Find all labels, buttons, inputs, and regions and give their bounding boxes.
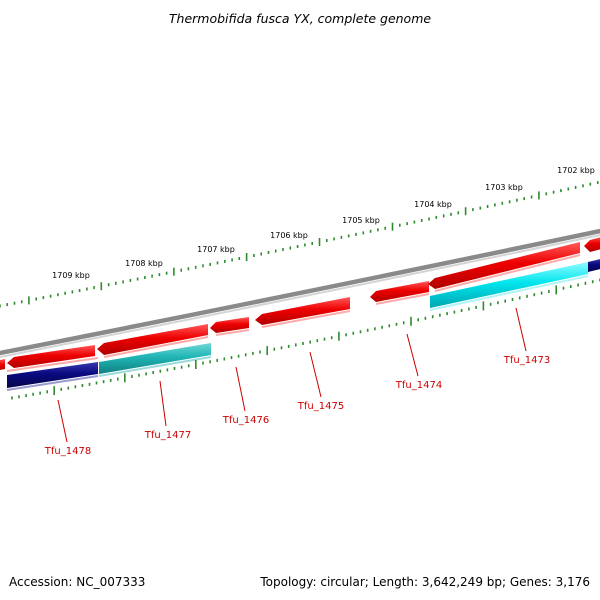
gene-label[interactable]: Tfu_1475 [297,401,344,412]
outer-scale-ticks [0,181,599,308]
topology-text: Topology: circular; Length: 3,642,249 bp… [259,575,590,589]
leader-line [406,333,419,377]
gene-shadow-line [98,356,212,377]
gene-label[interactable]: Tfu_1477 [144,430,191,441]
gene-arrow-forward[interactable] [370,281,429,302]
leader-line [159,380,167,427]
genome-backbone [0,228,600,356]
kbp-label: 1702 kbp [557,166,595,175]
gene-arrow-reverse-dark[interactable] [588,258,600,272]
gene-shadow-line [6,375,99,391]
gene-shadow-line [103,336,209,358]
kbp-label: 1703 kbp [485,183,523,192]
gene-label[interactable]: Tfu_1474 [395,380,442,391]
leader-line [515,307,527,352]
reverse-strand-genes [6,254,600,391]
kbp-label: 1709 kbp [52,271,90,280]
gene-label-leaders [57,307,527,443]
gene-label[interactable]: Tfu_1476 [222,415,269,426]
forward-strand-genes [0,236,600,371]
gene-arrow-reverse-dark[interactable] [7,362,98,388]
gene-arrow-forward[interactable] [255,297,350,325]
gene-labels: Tfu_1478 Tfu_1477 Tfu_1476 Tfu_1475 Tfu_… [44,355,550,457]
map-title: Thermobifida fusca YX, complete genome [169,11,431,26]
gene-shadow-line [429,275,589,311]
kbp-label: 1705 kbp [342,216,380,225]
kbp-label: 1707 kbp [197,245,235,254]
gene-arrow-forward[interactable] [584,236,600,252]
kbp-label: 1708 kbp [125,259,163,268]
gene-shadow-line [434,254,581,292]
accession-text: Accession: NC_007333 [9,575,145,589]
leader-line [309,351,322,398]
gene-arrow-forward[interactable] [428,242,580,289]
genome-backbone-shadow [0,234,600,359]
gene-arrow-reverse[interactable] [99,343,211,374]
inner-scale-ticks [11,278,600,400]
gene-arrow-reverse[interactable] [430,262,588,308]
gene-shadow-line [6,357,99,372]
gene-shadow-line [261,310,351,328]
kbp-label: 1706 kbp [270,231,308,240]
gene-label[interactable]: Tfu_1478 [44,446,91,457]
kbp-labels: 1709 kbp 1708 kbp 1707 kbp 1706 kbp 1705… [52,166,595,280]
gene-arrow-forward[interactable] [0,359,5,371]
leader-line [235,366,246,412]
gene-shadow-line [215,329,250,336]
gene-arrow-forward[interactable] [210,317,249,333]
gene-arrow-forward[interactable] [97,324,208,355]
kbp-label: 1704 kbp [414,200,452,209]
gene-arrow-forward[interactable] [7,345,95,368]
leader-line [57,399,68,443]
gene-label[interactable]: Tfu_1473 [503,355,550,366]
gene-shadow-line [375,293,430,305]
